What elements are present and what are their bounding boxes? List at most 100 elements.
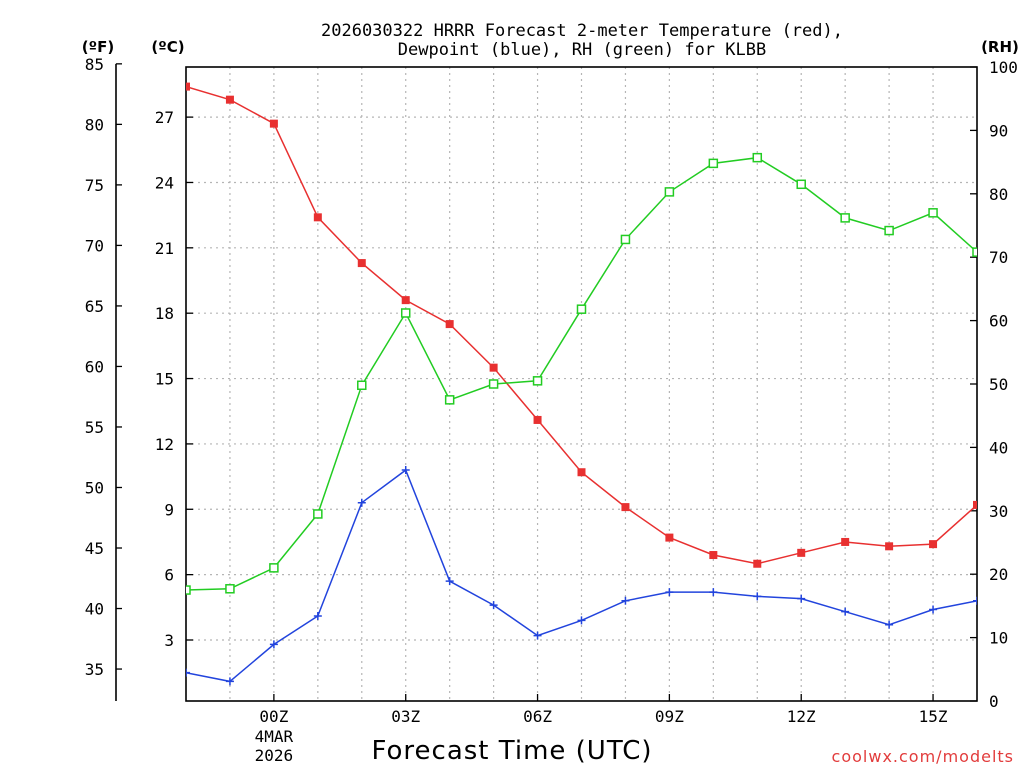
rh-point [884,225,894,236]
dewpoint-point [186,668,190,677]
temperature-point [225,95,234,104]
dewpoint-point [929,605,938,614]
rh-point [620,234,631,245]
dewpoint-point [709,588,718,597]
grid-lines [186,67,977,701]
f-tick-label: 50 [85,478,104,497]
dewpoint-point [841,607,850,616]
dewpoint-point [621,596,630,605]
dewpoint-point [753,592,762,601]
dewpoint-point [269,640,278,649]
temperature-point [841,537,850,546]
rh-tick-label: 30 [989,502,1008,521]
fahrenheit-unit-label: (ºF) [82,38,114,56]
rh-point [796,179,806,190]
axes: 3 6 9 12 15 18 21 24 27 35 40 45 50 55 60 65 70 75 80 85 0 10… [85,55,1018,765]
rh-point [357,380,367,391]
dewpoint-point [577,616,586,625]
dewpoint-point [313,612,322,621]
rh-tick-label: 20 [989,565,1008,584]
rh-tick-label: 80 [989,185,1008,204]
x-tick-date-label: 4MAR [255,727,294,746]
rh-point [532,376,543,386]
c-tick-label: 12 [155,435,174,454]
f-tick-label: 65 [85,297,104,316]
x-tick-label: 00Z [259,707,288,726]
rh-point [752,152,763,163]
rh-point [186,585,191,595]
temperature-point [885,542,894,551]
temperature-point [797,548,806,557]
temperature-point [577,468,586,477]
f-tick-label: 75 [85,176,104,195]
x-tick-label: 03Z [391,707,420,726]
plot-frame [185,66,978,702]
rh-tick-label: 40 [989,438,1008,457]
chart-title-line2: Dewpoint (blue), RH (green) for KLBB [398,40,766,60]
f-tick-label: 35 [85,660,104,679]
temperature-point [621,503,630,512]
temperature-point [973,500,977,509]
rh-tick-label: 50 [989,375,1008,394]
rh-point [664,187,675,197]
f-tick-label: 70 [85,236,104,255]
x-tick-label: 09Z [655,707,684,726]
temperature-point [401,296,410,305]
rh-point [488,379,499,389]
dewpoint-point [533,631,542,640]
chart-title-line1: 2026030322 HRRR Forecast 2-meter Tempera… [321,21,843,41]
dewpoint-point [489,601,498,610]
temperature-point [269,119,278,128]
c-tick-label: 3 [164,631,174,650]
dewpoint-point [357,498,366,507]
temperature-point [357,259,366,268]
rh-series [186,152,977,595]
rh-point [840,213,850,223]
c-tick-label: 24 [155,173,174,192]
rh-point [313,509,323,519]
c-tick-label: 21 [155,239,174,258]
rh-point [708,158,719,169]
celsius-unit-label: (ºC) [151,38,184,56]
dewpoint-point [445,577,454,586]
x-tick-label: 06Z [523,707,552,726]
rh-point [225,584,235,594]
x-axis-title: Forecast Time (UTC) [371,736,652,766]
f-tick-label: 85 [85,55,104,74]
f-tick-label: 55 [85,418,104,437]
temperature-point [186,82,190,91]
rh-unit-label: (RH) [981,38,1019,56]
rh-point [269,563,279,573]
temperature-point [445,320,454,329]
rh-tick-label: 90 [989,121,1008,140]
rh-tick-label: 0 [989,692,999,711]
dewpoint-point [797,594,806,603]
c-tick-label: 9 [164,500,174,519]
c-tick-label: 18 [155,304,174,323]
dewpoint-series [186,466,977,686]
f-tick-label: 60 [85,357,104,376]
temperature-point [313,213,322,222]
c-tick-label: 27 [155,108,174,127]
rh-tick-label: 60 [989,312,1008,331]
rh-point [400,308,411,318]
f-tick-label: 80 [85,115,104,134]
rh-tick-label: 100 [989,58,1018,77]
dewpoint-point [885,620,894,629]
temperature-point [929,540,938,549]
c-tick-label: 6 [164,566,174,585]
rh-point [444,395,455,405]
rh-point [972,247,977,257]
rh-point [576,304,587,314]
rh-tick-label: 10 [989,629,1008,648]
c-tick-label: 15 [155,370,174,389]
rh-point [928,208,938,218]
x-tick-label: 12Z [787,707,816,726]
f-tick-label: 45 [85,539,104,558]
dewpoint-point [665,588,674,597]
temperature-point [753,559,762,568]
temperature-series [186,82,977,568]
temperature-point [489,363,498,372]
rh-tick-label: 70 [989,248,1008,267]
